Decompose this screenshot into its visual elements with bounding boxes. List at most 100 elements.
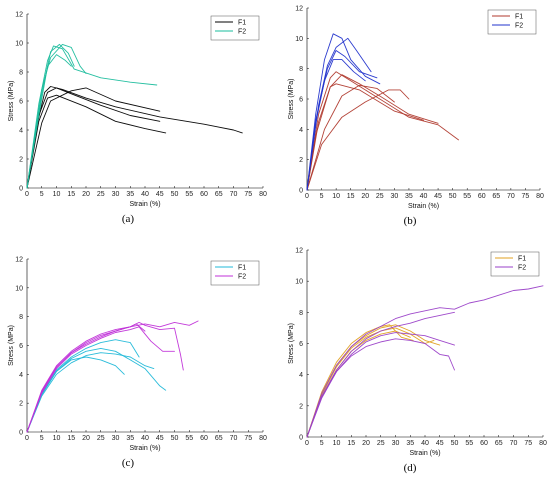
x-tick-label: 5 [320,440,324,447]
y-tick-label: 0 [19,186,23,193]
y-tick-label: 0 [299,435,303,442]
y-axis-label: Stress (MPa) [288,79,295,120]
x-axis-label: Strain (%) [409,450,440,457]
x-tick-label: 35 [126,435,134,442]
x-tick-label: 70 [230,191,238,198]
x-tick-label: 5 [40,191,44,198]
legend-label-f2: F2 [238,29,246,36]
x-tick-label: 15 [67,191,75,198]
panel-label: (d) [404,462,417,474]
x-tick-label: 50 [449,193,457,200]
x-tick-label: 30 [112,435,120,442]
x-tick-label: 80 [539,440,547,447]
x-tick-label: 30 [390,193,398,200]
chart-panel-d: 0 5 10 15 20 25 30 35 40 45 50 55 60 65 70 75 80 0 2 4 6 8 10 1… [288,248,547,475]
x-tick-label: 70 [510,440,518,447]
series-f2-specimen-2 [306,37,372,191]
y-tick-label: 8 [299,310,303,317]
x-tick-label: 80 [259,191,267,198]
x-tick-label: 45 [156,191,164,198]
legend-label-f2: F2 [515,23,523,30]
x-tick-label: 75 [522,193,530,200]
x-tick-label: 60 [200,191,208,198]
y-tick-label: 8 [19,314,23,321]
y-tick-label: 6 [299,341,303,348]
series-f2-specimen-2 [306,311,455,438]
chart-panel-b: 0 5 10 15 20 25 30 35 40 45 50 55 60 65 70 75 80 0 2 4 6 8 10 1… [288,6,544,228]
x-tick-label: 20 [82,435,90,442]
x-tick-label: 80 [259,435,267,442]
series-f2-specimen-4 [26,323,146,433]
series-f1-specimen-4 [306,330,411,438]
series-f1-specimen-4 [26,356,125,433]
x-tick-label: 25 [377,440,385,447]
x-tick-label: 60 [480,440,488,447]
y-tick-label: 10 [295,279,303,286]
x-tick-label: 50 [171,191,179,198]
x-tick-label: 60 [478,193,486,200]
x-tick-label: 35 [126,191,134,198]
y-tick-label: 4 [19,128,23,135]
legend-label-f2: F2 [518,265,526,272]
series-f1-specimen-4 [306,89,410,191]
series-f2-specimen-4 [26,43,87,189]
x-tick-label: 55 [185,435,193,442]
x-tick-label: 15 [347,440,355,447]
y-axis-label: Stress (MPa) [8,81,15,122]
series-f1-specimen-2 [26,87,161,189]
x-tick-label: 20 [361,193,369,200]
x-tick-label: 75 [244,435,252,442]
x-tick-label: 15 [67,435,75,442]
series-f1-specimen-5 [306,84,395,191]
x-tick-label: 5 [320,193,324,200]
series-f1-specimen-4 [26,87,161,189]
legend-box [490,251,540,277]
chart-panel-c: 0 5 10 15 20 25 30 35 40 45 50 55 60 65 70 75 80 0 2 4 6 8 10 1… [8,257,267,470]
y-tick-label: 12 [15,257,23,264]
y-tick-label: 6 [19,99,23,106]
series-f1-specimen-1 [26,86,243,189]
x-tick-label: 0 [25,435,29,442]
x-tick-label: 10 [332,193,340,200]
y-tick-label: 4 [299,127,303,134]
x-tick-label: 30 [112,191,120,198]
x-tick-label: 0 [305,440,309,447]
x-tick-label: 70 [230,435,238,442]
series-f2-specimen-3 [26,54,72,189]
legend-box [487,9,537,35]
series-f2-specimen-1 [306,33,381,191]
series-f2-specimen-3 [26,326,175,433]
x-tick-label: 10 [53,191,61,198]
x-tick-label: 60 [200,435,208,442]
series-f2-specimen-2 [26,43,75,189]
x-tick-label: 55 [463,193,471,200]
series-f2-specimen-4 [306,50,378,191]
x-tick-label: 80 [536,193,544,200]
x-tick-label: 0 [305,193,309,200]
y-tick-label: 10 [295,36,303,43]
y-tick-label: 10 [15,41,23,48]
x-tick-label: 30 [392,440,400,447]
x-tick-label: 65 [492,193,500,200]
x-axis-label: Strain (%) [129,445,160,452]
y-tick-label: 6 [19,343,23,350]
x-tick-label: 40 [141,435,149,442]
x-tick-label: 75 [524,440,532,447]
legend-box [210,15,260,41]
y-tick-label: 2 [299,403,303,410]
x-tick-label: 25 [376,193,384,200]
y-tick-label: 2 [299,157,303,164]
legend-label-f1: F1 [515,14,523,21]
x-tick-label: 45 [436,440,444,447]
x-tick-label: 25 [97,435,105,442]
legend-box [210,260,260,286]
x-tick-label: 55 [185,191,193,198]
x-tick-label: 0 [25,191,29,198]
x-tick-label: 10 [333,440,341,447]
series-f1-specimen-1 [306,71,459,191]
series-f2-specimen-1 [306,285,544,438]
y-tick-label: 0 [299,188,303,195]
y-tick-label: 4 [19,372,23,379]
panel-label: (a) [122,213,135,225]
